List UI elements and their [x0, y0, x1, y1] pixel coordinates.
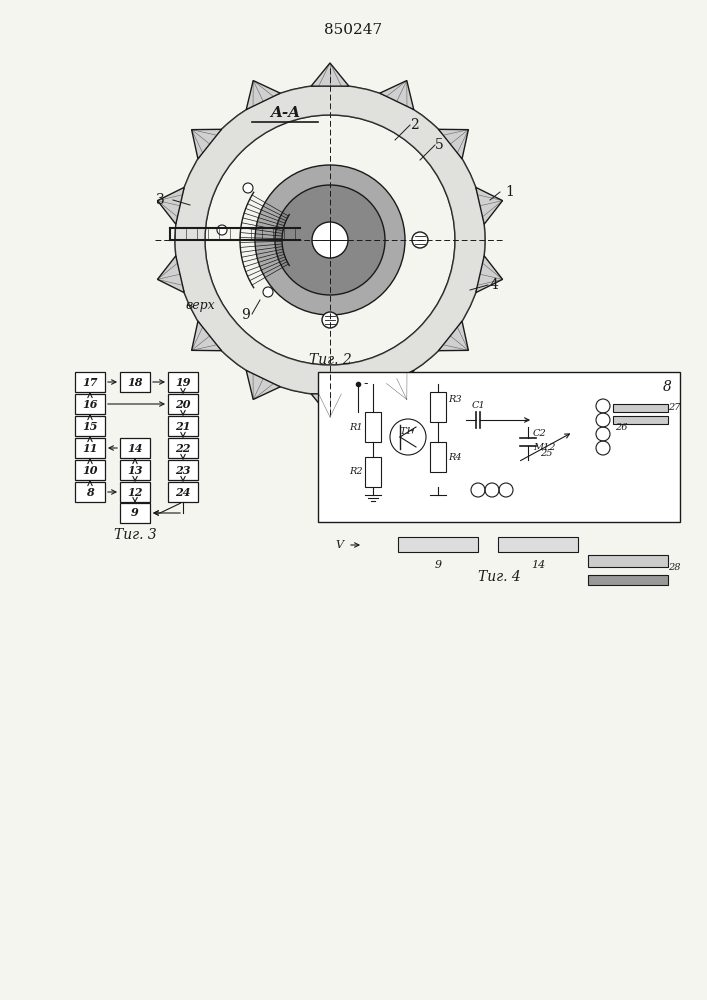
- Polygon shape: [380, 370, 414, 399]
- Text: 14: 14: [531, 560, 545, 570]
- Text: R2: R2: [349, 468, 363, 477]
- Bar: [430, 442, 446, 472]
- Bar: [75, 482, 105, 502]
- Text: Τиг. 2: Τиг. 2: [309, 353, 351, 367]
- Text: 5: 5: [435, 138, 444, 152]
- Circle shape: [275, 185, 385, 295]
- Circle shape: [243, 183, 253, 193]
- Text: 22: 22: [175, 442, 191, 454]
- Text: 9: 9: [241, 308, 250, 322]
- Text: Τиг. 4: Τиг. 4: [478, 570, 520, 584]
- Bar: [75, 394, 105, 414]
- Circle shape: [255, 165, 405, 315]
- Text: 16: 16: [82, 398, 98, 410]
- Text: 20: 20: [175, 398, 191, 410]
- Polygon shape: [192, 129, 221, 159]
- Bar: [75, 460, 105, 480]
- Text: 21: 21: [175, 420, 191, 432]
- Bar: [430, 392, 446, 422]
- Circle shape: [263, 287, 273, 297]
- Text: верх: верх: [185, 300, 215, 312]
- Text: 24: 24: [175, 487, 191, 497]
- Text: 14: 14: [127, 442, 143, 454]
- Text: 2: 2: [410, 118, 419, 132]
- Polygon shape: [158, 256, 185, 293]
- Bar: [120, 503, 150, 523]
- Bar: [75, 438, 105, 458]
- Text: R4: R4: [448, 452, 462, 462]
- Text: 23: 23: [175, 464, 191, 476]
- Text: 26: 26: [615, 422, 628, 432]
- Polygon shape: [246, 370, 280, 399]
- Text: 8: 8: [663, 380, 672, 394]
- Polygon shape: [438, 129, 468, 159]
- Text: 27: 27: [668, 403, 681, 412]
- Bar: [588, 555, 668, 567]
- Bar: [365, 412, 381, 442]
- Circle shape: [390, 419, 426, 455]
- Text: 15: 15: [82, 420, 98, 432]
- Text: 10: 10: [82, 464, 98, 476]
- Polygon shape: [476, 187, 503, 224]
- Text: 19: 19: [175, 376, 191, 387]
- Text: 11: 11: [82, 442, 98, 454]
- Circle shape: [312, 222, 348, 258]
- Bar: [75, 416, 105, 436]
- Text: R1: R1: [349, 422, 363, 432]
- Text: A-A: A-A: [270, 106, 300, 120]
- Bar: [398, 537, 478, 552]
- Text: C2: C2: [533, 430, 547, 438]
- Text: 17: 17: [82, 376, 98, 387]
- Text: C1: C1: [471, 401, 485, 410]
- Bar: [168, 438, 198, 458]
- Bar: [613, 416, 668, 424]
- Circle shape: [412, 232, 428, 248]
- Polygon shape: [158, 187, 185, 224]
- Polygon shape: [311, 394, 349, 417]
- Bar: [120, 460, 150, 480]
- Text: 3: 3: [156, 193, 165, 207]
- Text: T1: T1: [399, 428, 412, 436]
- Bar: [120, 482, 150, 502]
- Bar: [168, 482, 198, 502]
- Polygon shape: [311, 63, 349, 86]
- Bar: [120, 372, 150, 392]
- Bar: [365, 457, 381, 487]
- Polygon shape: [246, 81, 280, 110]
- Bar: [168, 416, 198, 436]
- Text: V: V: [335, 540, 343, 550]
- Text: M12: M12: [533, 442, 556, 452]
- Text: 8: 8: [86, 487, 94, 497]
- Text: 9: 9: [131, 508, 139, 518]
- Polygon shape: [438, 321, 468, 351]
- Bar: [168, 372, 198, 392]
- Text: 9: 9: [434, 560, 442, 570]
- Text: Τиг. 3: Τиг. 3: [114, 528, 156, 542]
- Text: 1: 1: [505, 185, 514, 199]
- Polygon shape: [192, 321, 221, 351]
- Bar: [318, 372, 680, 522]
- Bar: [168, 394, 198, 414]
- Bar: [498, 537, 578, 552]
- Bar: [75, 372, 105, 392]
- Text: 28: 28: [668, 562, 681, 572]
- Text: 12: 12: [127, 487, 143, 497]
- Text: 13: 13: [127, 464, 143, 476]
- Text: -: -: [363, 377, 368, 390]
- Bar: [168, 460, 198, 480]
- Text: 850247: 850247: [324, 23, 382, 37]
- Text: 25: 25: [539, 450, 552, 458]
- Polygon shape: [380, 81, 414, 110]
- Bar: [120, 438, 150, 458]
- Bar: [588, 575, 668, 585]
- Bar: [613, 404, 668, 412]
- Text: 18: 18: [127, 376, 143, 387]
- Text: R3: R3: [448, 394, 462, 403]
- Circle shape: [322, 312, 338, 328]
- Circle shape: [217, 225, 227, 235]
- Polygon shape: [476, 256, 503, 293]
- Text: 4: 4: [490, 278, 499, 292]
